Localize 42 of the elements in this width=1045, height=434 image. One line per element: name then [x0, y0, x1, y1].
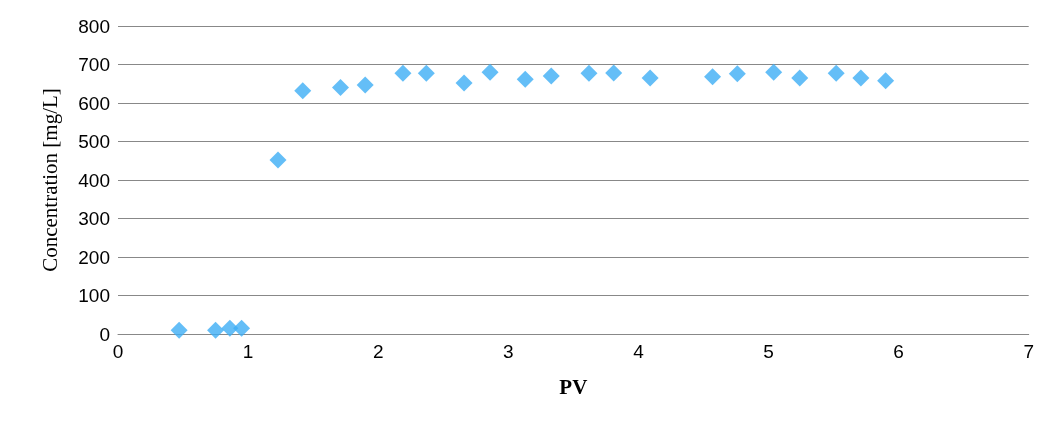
y-axis-title: Concentration [mg/L] [37, 88, 62, 272]
point [704, 68, 722, 86]
point [170, 321, 188, 339]
point [516, 70, 534, 88]
point [269, 151, 287, 169]
point [827, 64, 845, 82]
x-tick-label: 6 [893, 341, 904, 362]
point [294, 82, 312, 100]
x-tick-label: 3 [503, 341, 514, 362]
point [791, 69, 809, 87]
y-tick-label: 500 [78, 131, 110, 152]
point [331, 79, 349, 97]
point [207, 321, 225, 339]
point [728, 65, 746, 83]
y-tick-label: 300 [78, 208, 110, 229]
x-tick-label: 1 [242, 341, 254, 362]
y-tick-label: 100 [78, 285, 110, 306]
y-tick-label: 400 [78, 169, 110, 191]
y-tick-label: 800 [78, 15, 110, 37]
point [481, 63, 499, 81]
y-tick-label: 600 [78, 92, 110, 114]
point [542, 67, 560, 85]
x-tick-label: 0 [112, 341, 124, 362]
point [394, 64, 412, 82]
point [580, 64, 598, 82]
point [233, 319, 251, 337]
point [877, 72, 895, 90]
y-tick-label: 700 [78, 54, 110, 75]
x-axis-title: PV [559, 374, 588, 399]
point [455, 74, 473, 92]
y-tick-label: 0 [99, 323, 110, 345]
point [356, 76, 374, 94]
x-tick-label: 5 [763, 341, 774, 362]
point [852, 69, 870, 87]
point [765, 63, 783, 81]
point [641, 69, 659, 87]
point [605, 64, 623, 82]
point [417, 64, 435, 82]
x-tick-label: 7 [1023, 341, 1035, 362]
x-tick-label: 4 [633, 341, 645, 362]
x-tick-label: 2 [372, 341, 384, 362]
y-tick-label: 200 [78, 246, 110, 268]
